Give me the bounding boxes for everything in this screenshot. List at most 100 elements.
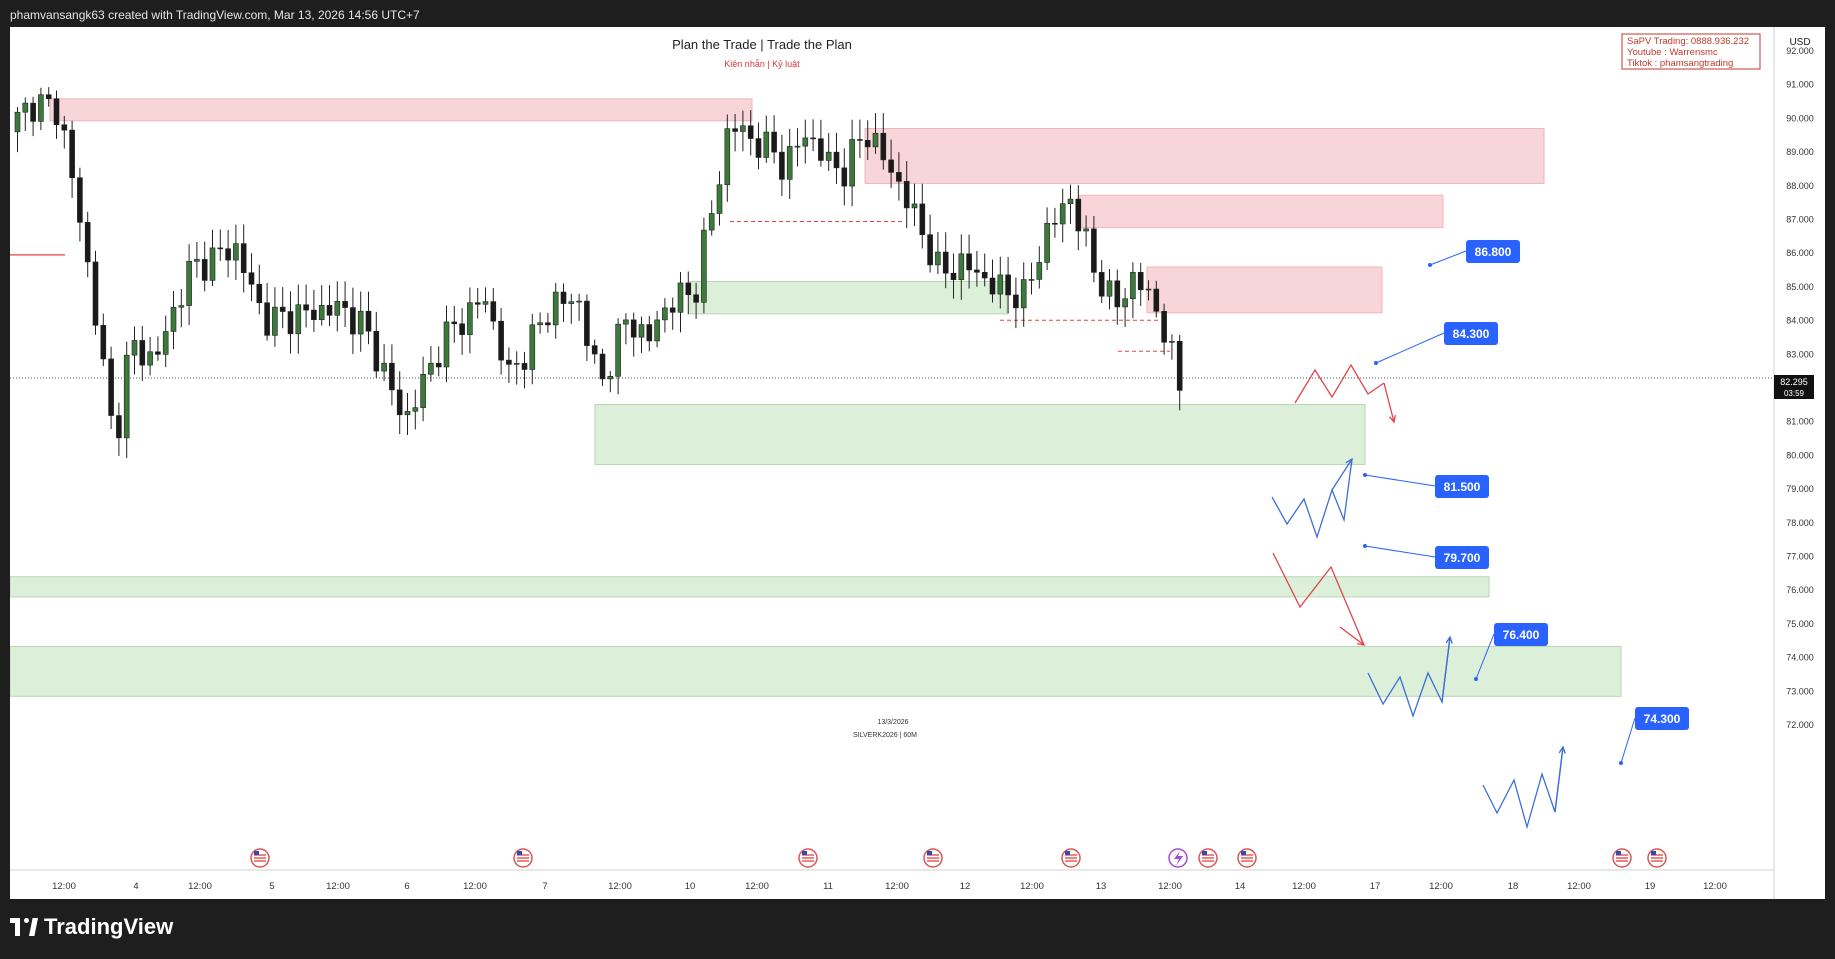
candle-body — [552, 291, 559, 326]
time-tick-label: 5 — [269, 881, 274, 892]
candle-body — [443, 321, 450, 368]
candle-body — [615, 323, 621, 377]
time-tick-label: 12:00 — [745, 881, 769, 892]
candle-body — [997, 274, 1004, 295]
demand-zone[interactable] — [689, 281, 1008, 315]
candle-body — [623, 319, 629, 325]
supply-zone[interactable] — [864, 128, 1545, 184]
info-line-tiktok: Tiktok : phamsangtrading — [1627, 58, 1733, 69]
tradingview-footer: TradingView — [10, 912, 173, 942]
bearish-projection-path — [1294, 363, 1385, 404]
candle-body — [1044, 222, 1050, 263]
projection-arrow-head — [1388, 415, 1397, 424]
chart-area[interactable]: 86.800 84.300 81.500 79.700 76.400 74.300 Pla… — [10, 27, 1825, 899]
candle-body — [513, 363, 520, 365]
candle-body — [857, 139, 863, 141]
candle-body — [412, 407, 419, 412]
price-callout-box[interactable] — [1494, 623, 1548, 646]
time-tick-label: 12:00 — [1429, 881, 1453, 892]
demand-zone[interactable] — [594, 404, 1366, 465]
candle-body — [326, 305, 333, 316]
price-tick-label: 86.000 — [1786, 248, 1814, 258]
candle-body — [459, 323, 465, 335]
price-chart[interactable]: 86.800 84.300 81.500 79.700 76.400 74.300 Pla… — [10, 27, 1825, 899]
candle-body — [357, 310, 364, 335]
currency-label: USD — [1789, 37, 1810, 48]
candle-body — [833, 151, 840, 169]
candle-body — [162, 331, 169, 355]
flag-canton — [1202, 851, 1207, 855]
price-callout-box[interactable] — [1635, 707, 1689, 730]
time-tick-label: 12:00 — [1158, 881, 1182, 892]
time-tick-label: 12:00 — [188, 881, 212, 892]
candle-body — [1028, 279, 1035, 281]
candle-body — [451, 321, 458, 325]
price-tick-label: 85.000 — [1786, 282, 1814, 292]
candle-body — [630, 319, 637, 338]
candle-body — [389, 362, 395, 391]
candle-body — [287, 311, 294, 335]
price-callout-line — [1620, 717, 1636, 764]
candle-body — [1052, 222, 1058, 225]
candle-body — [350, 307, 356, 335]
bearish-projection-path — [1272, 552, 1365, 646]
demand-zone[interactable] — [10, 576, 1490, 598]
projection-arrow-shaft — [1339, 626, 1365, 646]
candle-body — [818, 138, 824, 161]
supply-zone[interactable] — [1146, 266, 1383, 314]
lines-layer — [10, 221, 1774, 379]
candle-body — [131, 340, 138, 356]
candle-body — [69, 129, 75, 179]
price-tick-label: 73.000 — [1786, 686, 1814, 696]
candle-body — [1176, 340, 1183, 391]
candle-body — [966, 253, 972, 271]
candle-body — [264, 302, 270, 336]
candle-body — [108, 358, 114, 416]
projection-arrow-head — [1345, 457, 1353, 467]
price-callout-box[interactable] — [1435, 475, 1489, 498]
time-axis[interactable]: 12:00 4 12:00 5 12:00 6 12:00 7 12:00 10 12:00 11 12… — [52, 881, 1727, 892]
projection-arrow-head — [1357, 638, 1366, 646]
price-callout-line — [1475, 633, 1495, 680]
price-tick-label: 92.000 — [1786, 46, 1814, 56]
candle-body — [92, 261, 99, 326]
time-tick-label: 12 — [960, 881, 971, 892]
price-tick-label: 77.000 — [1786, 552, 1814, 562]
candle-body — [919, 203, 926, 235]
candle-body — [576, 300, 582, 303]
price-tick-label: 84.000 — [1786, 316, 1814, 326]
candle-body — [1161, 310, 1167, 343]
candle-body — [139, 340, 146, 366]
price-tick-label: 90.000 — [1786, 113, 1814, 123]
projection-arrow-shaft — [1383, 382, 1395, 423]
info-line-phone: SaPV Trading: 0888.936.232 — [1627, 36, 1749, 47]
price-axis[interactable]: 72.000 73.000 74.000 75.000 76.000 77.000 78.0… — [1786, 46, 1814, 730]
demand-zone[interactable] — [10, 645, 1622, 697]
price-callout-anchor — [1374, 361, 1378, 365]
candle-body — [61, 124, 68, 131]
price-tick-label: 91.000 — [1786, 80, 1814, 90]
time-tick-label: 19 — [1645, 881, 1656, 892]
candle-body — [794, 145, 801, 148]
time-tick-label: 18 — [1508, 881, 1519, 892]
candle-body — [217, 247, 224, 250]
candle-body — [318, 305, 325, 321]
price-callout-box[interactable] — [1466, 240, 1520, 263]
candle-body — [1013, 294, 1019, 309]
candle-body — [373, 330, 380, 372]
candle-body — [708, 213, 715, 231]
price-tick-label: 83.000 — [1786, 349, 1814, 359]
candle-body — [311, 309, 317, 321]
candle-body — [225, 248, 231, 261]
supply-zone[interactable] — [49, 98, 753, 122]
candle-body — [716, 184, 723, 214]
price-callout-box[interactable] — [1435, 546, 1489, 569]
candle-body — [506, 359, 512, 365]
candle-body — [1091, 228, 1097, 273]
supply-zone[interactable] — [1078, 194, 1444, 229]
chart-subtitle: Kiên nhẫn | Kỷ luật — [724, 59, 800, 69]
candle-body — [607, 376, 614, 380]
price-callout-box[interactable] — [1444, 322, 1498, 345]
flag-canton — [1616, 851, 1621, 855]
price-labels-layer: 86.800 84.300 81.500 79.700 76.400 74.300 — [1363, 240, 1689, 765]
